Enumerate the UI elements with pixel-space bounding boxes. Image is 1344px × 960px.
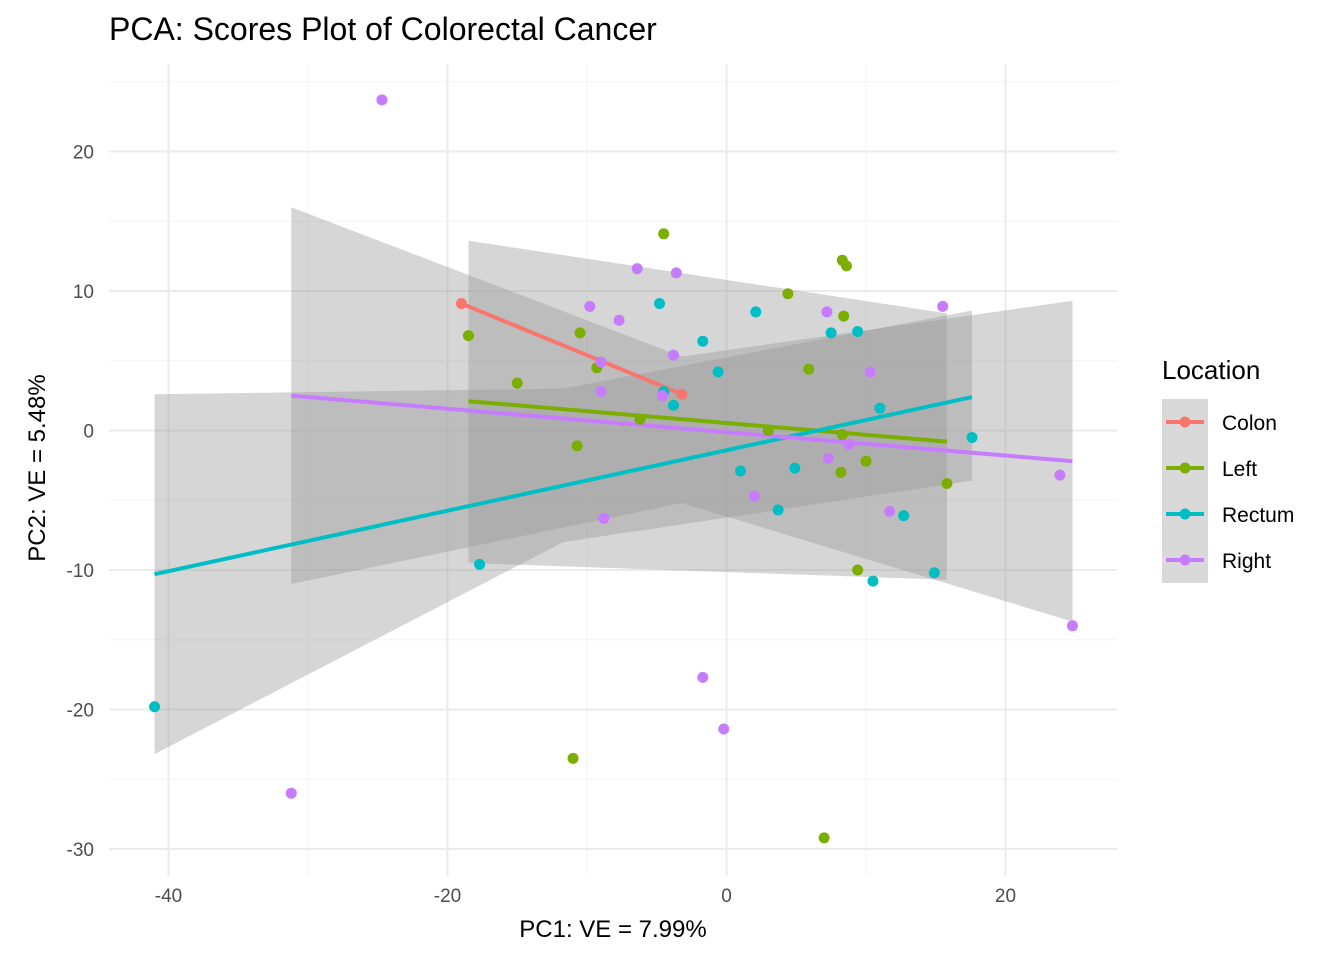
- x-tick-label: 20: [995, 886, 1016, 907]
- legend-key-point-right: [1179, 554, 1191, 566]
- point-rectum: [734, 465, 746, 477]
- legend-label-colon: Colon: [1222, 412, 1277, 435]
- point-right: [697, 671, 709, 683]
- legend-label-rectum: Rectum: [1222, 504, 1294, 527]
- fit-line-colon: [460, 301, 683, 397]
- legend-title: Location: [1162, 355, 1260, 385]
- confidence-band-right: [291, 207, 1073, 622]
- y-axis-title: PC2: VE = 5.48%: [24, 374, 51, 561]
- y-tick-label: -20: [67, 701, 94, 722]
- fit-line-left: [468, 399, 948, 444]
- point-left: [836, 429, 848, 441]
- point-right: [821, 306, 833, 318]
- point-left: [840, 260, 852, 272]
- point-right: [937, 300, 949, 312]
- point-right: [595, 356, 607, 368]
- x-tick-label: -20: [434, 886, 461, 907]
- x-axis-ticks: -40 -20 0 20: [155, 886, 1016, 907]
- confidence-band-left: [468, 240, 947, 580]
- point-left: [658, 228, 670, 240]
- point-right: [1054, 469, 1066, 481]
- point-rectum: [867, 575, 879, 587]
- x-tick-label: -40: [155, 886, 182, 907]
- legend-label-right: Right: [1222, 550, 1271, 573]
- point-left: [574, 327, 586, 339]
- y-tick-label: 0: [83, 422, 94, 443]
- fit-line-right: [291, 393, 1073, 464]
- point-rectum: [667, 399, 679, 411]
- point-rectum: [874, 402, 886, 414]
- point-colon: [676, 388, 688, 400]
- point-right: [822, 452, 834, 464]
- plot-grid: [109, 64, 1117, 876]
- point-rectum: [852, 325, 864, 337]
- point-left: [782, 288, 794, 300]
- point-right: [718, 723, 730, 735]
- point-rectum: [789, 462, 801, 474]
- confidence-band-rectum: [154, 310, 973, 755]
- point-left: [838, 310, 850, 322]
- point-left: [941, 478, 953, 490]
- point-rectum: [697, 335, 709, 347]
- legend-key-point-left: [1179, 462, 1191, 474]
- point-left: [762, 425, 774, 436]
- point-left: [634, 413, 646, 425]
- y-tick-label: 10: [73, 282, 94, 303]
- point-right: [667, 349, 679, 361]
- point-right: [631, 263, 643, 275]
- fit-line-rectum: [154, 395, 973, 577]
- point-right: [595, 385, 607, 397]
- point-rectum: [898, 510, 910, 522]
- x-axis-title: PC1: VE = 7.99%: [519, 916, 706, 943]
- point-rectum: [825, 327, 837, 339]
- point-right: [670, 267, 682, 279]
- point-rectum: [928, 567, 940, 579]
- point-rectum: [966, 431, 978, 443]
- y-tick-label: -10: [67, 561, 94, 582]
- point-right: [656, 390, 668, 402]
- point-left: [511, 377, 523, 389]
- point-right: [884, 505, 896, 517]
- legend-label-left: Left: [1222, 458, 1257, 481]
- point-right: [285, 787, 297, 799]
- point-right: [613, 314, 625, 326]
- y-tick-label: 20: [73, 143, 94, 164]
- point-left: [835, 466, 847, 478]
- point-rectum: [654, 298, 666, 310]
- confidence-bands: [154, 207, 1073, 755]
- y-tick-label: -30: [67, 840, 94, 861]
- legend-key-point-rectum: [1179, 508, 1191, 520]
- legend-key-point-colon: [1179, 416, 1191, 428]
- legend: Location Colon Left Rectum Right: [1162, 355, 1294, 583]
- point-rectum: [750, 306, 762, 318]
- point-right: [598, 512, 610, 524]
- data-points: [149, 94, 1078, 844]
- point-left: [852, 564, 864, 576]
- point-left: [803, 363, 815, 375]
- point-right: [748, 490, 760, 502]
- point-left: [571, 440, 583, 452]
- point-right: [864, 366, 876, 378]
- point-colon: [455, 298, 467, 310]
- y-axis-ticks: -30 -20 -10 0 10 20: [67, 143, 94, 862]
- point-left: [818, 832, 830, 844]
- point-rectum: [149, 701, 161, 713]
- point-right: [376, 94, 388, 106]
- regression-lines: [154, 301, 1073, 577]
- point-rectum: [474, 558, 486, 570]
- point-left: [860, 455, 872, 467]
- point-rectum: [712, 366, 724, 378]
- chart-title: PCA: Scores Plot of Colorectal Cancer: [109, 11, 657, 47]
- point-left: [462, 330, 474, 342]
- point-left: [567, 752, 579, 764]
- point-right: [1066, 620, 1078, 632]
- point-right: [584, 300, 596, 312]
- point-rectum: [772, 504, 784, 516]
- x-tick-label: 0: [721, 886, 732, 907]
- point-right: [843, 438, 855, 450]
